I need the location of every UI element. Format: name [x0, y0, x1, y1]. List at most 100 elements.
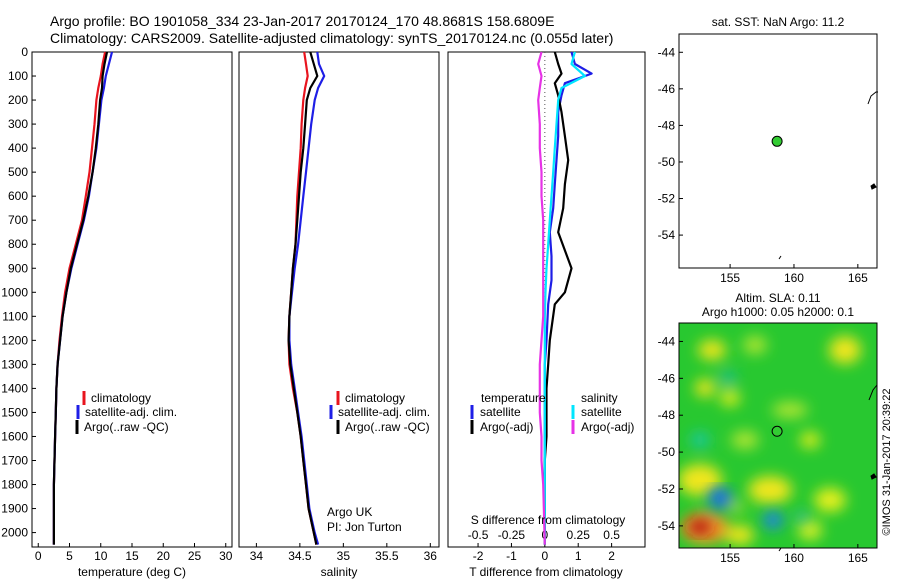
difference-x-label: T difference from climatology — [469, 565, 623, 579]
difference-tick-label: 0 — [541, 549, 548, 563]
difference-tick-label: 2 — [608, 549, 615, 563]
difference-line-s-argo-adj — [537, 51, 546, 545]
difference-legend: temperature satellite Argo(-adj) salinit… — [470, 391, 634, 434]
longitude-tick-label: 160 — [784, 271, 804, 285]
legend-label-satellite: satellite-adj. clim. — [338, 405, 430, 419]
anomaly-blob — [798, 520, 822, 540]
temperature-panel-frame — [31, 51, 233, 548]
salinity-tick-label: 35 — [337, 549, 351, 563]
temperature-line-satellite-adj-clim — [52, 51, 114, 545]
legend-label-argo: Argo(..raw -QC) — [84, 420, 169, 434]
depth-tick-label: 400 — [8, 141, 28, 155]
s-difference-tick-label: 0.5 — [603, 528, 620, 542]
anomaly-blob — [814, 488, 846, 512]
anomaly-blob — [743, 336, 767, 354]
legend-title-salinity: salinity — [581, 391, 618, 405]
latitude-tick-label: -54 — [658, 228, 676, 242]
temperature-series — [52, 51, 114, 545]
depth-tick-label: 200 — [8, 93, 28, 107]
latitude-tick-label: -44 — [658, 45, 676, 59]
anomaly-blob — [763, 511, 783, 529]
salinity-tick-label: 35.5 — [375, 549, 399, 563]
difference-line-s-satellite — [543, 51, 587, 545]
salinity-line-argo-raw-qc — [287, 51, 319, 545]
temperature-tick-label: 30 — [219, 549, 233, 563]
coastline-fragment — [867, 91, 878, 105]
island-fragment — [778, 255, 782, 260]
depth-tick-label: 1000 — [1, 285, 28, 299]
anomaly-blob — [772, 402, 808, 418]
latitude-tick-label: -48 — [658, 118, 676, 132]
data-provider: Argo UK — [327, 505, 372, 519]
depth-tick-label: 2000 — [1, 526, 28, 540]
island-fragment — [778, 547, 782, 552]
anomaly-blob — [679, 464, 722, 496]
anomaly-blob — [708, 487, 732, 509]
anomaly-blob — [829, 336, 861, 364]
longitude-tick-label: 155 — [720, 551, 740, 565]
latitude-tick-label: -48 — [658, 408, 676, 422]
anomaly-blob — [720, 390, 740, 406]
island-fragment — [870, 183, 877, 190]
coastline-fragment — [868, 384, 878, 401]
depth-tick-label: 1200 — [1, 333, 28, 347]
salinity-panel-frame — [238, 51, 440, 548]
latitude-tick-label: -44 — [658, 334, 676, 348]
legend-label-satellite: satellite-adj. clim. — [85, 405, 177, 419]
depth-tick-label: 1700 — [1, 453, 28, 467]
difference-x-axis: -2 -1 0 1 2-0.5 -0.25 0 0.25 0.5 — [468, 528, 621, 563]
legend-label-s-argo: Argo(-adj) — [581, 420, 634, 434]
s-difference-tick-label: -0.5 — [468, 528, 489, 542]
depth-tick-label: 700 — [8, 213, 28, 227]
anomaly-blob — [720, 371, 736, 385]
header-line-1: Argo profile: BO 1901058_334 23-Jan-2017… — [50, 13, 554, 29]
longitude-tick-label: 165 — [848, 271, 868, 285]
salinity-line-satellite-adj-clim — [288, 51, 326, 545]
anomaly-blob — [688, 519, 712, 535]
bottom-map-title-1: Altim. SLA: 0.11 — [735, 291, 820, 305]
difference-line-t-satellite — [543, 51, 593, 545]
s-difference-label: S difference from climatology — [471, 513, 626, 527]
legend-label-t-satellite: satellite — [480, 405, 521, 419]
temperature-line-argo-raw-qc — [52, 51, 109, 545]
temperature-tick-label: 15 — [125, 549, 139, 563]
legend-label-s-satellite: satellite — [581, 405, 622, 419]
header-line-2: Climatology: CARS2009. Satellite-adjuste… — [50, 30, 613, 46]
temperature-tick-label: 5 — [66, 549, 73, 563]
temperature-tick-label: 25 — [188, 549, 202, 563]
salinity-line-climatology — [287, 51, 318, 545]
argo-float-marker — [771, 135, 783, 147]
legend-label-climatology: climatology — [91, 391, 151, 405]
salinity-x-axis: 34 34.5 35 35.5 36 — [250, 543, 438, 563]
longitude-tick-label: 160 — [784, 551, 804, 565]
anomaly-blob — [695, 379, 715, 397]
latitude-tick-label: -46 — [658, 371, 676, 385]
anomaly-blob — [726, 525, 754, 545]
difference-tick-label: -2 — [473, 549, 484, 563]
legend-label-t-argo: Argo(-adj) — [480, 420, 533, 434]
bottom-map-axes: 155 160 165 -44 -46 -48 -50 -52 -54 — [658, 334, 869, 565]
latitude-tick-label: -54 — [658, 519, 676, 533]
salinity-tick-label: 34 — [250, 549, 264, 563]
bottom-map-frame — [678, 322, 878, 549]
depth-tick-label: 1500 — [1, 405, 28, 419]
difference-panel-frame — [447, 51, 646, 548]
temperature-tick-label: 20 — [157, 549, 171, 563]
depth-tick-label: 600 — [8, 189, 28, 203]
salinity-tick-label: 34.5 — [288, 549, 312, 563]
legend-title-temperature: temperature — [481, 391, 546, 405]
salinity-tick-label: 36 — [424, 549, 438, 563]
anomaly-blob — [690, 432, 710, 448]
latitude-tick-label: -50 — [658, 155, 676, 169]
anomaly-blob — [796, 512, 808, 522]
legend-label-argo: Argo(..raw -QC) — [345, 420, 430, 434]
depth-tick-label: 500 — [8, 165, 28, 179]
depth-tick-label: 0 — [21, 45, 28, 59]
depth-axis: 0 100 200 300 400 500 600 700 800 900 1000 1100 1200… — [1, 45, 36, 540]
difference-tick-label: -1 — [506, 549, 517, 563]
anomaly-blob — [748, 476, 792, 504]
salinity-series — [287, 51, 326, 545]
temperature-legend: climatology satellite-adj. clim. Argo(..… — [75, 391, 177, 434]
depth-tick-label: 900 — [8, 261, 28, 275]
